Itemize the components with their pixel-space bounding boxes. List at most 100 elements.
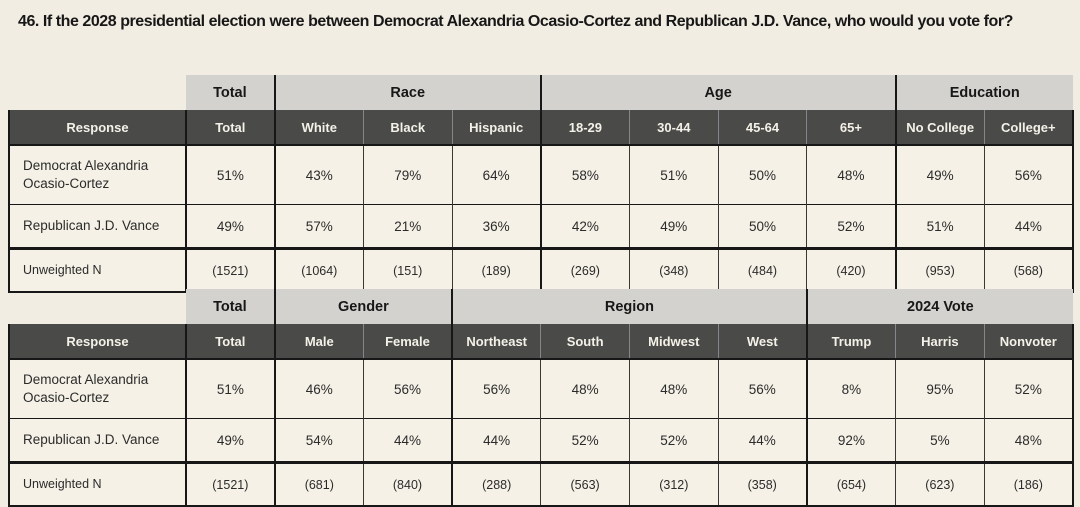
table-row: Republican J.D. Vance 49% 54% 44% 44% 52% 52% 4…: [8, 418, 1074, 463]
column-group-header: Region: [451, 289, 807, 324]
data-cell: 49%: [185, 204, 275, 249]
data-cell: 58%: [539, 144, 630, 205]
column-header: Hispanic: [451, 110, 541, 145]
data-cell: 8%: [805, 358, 896, 419]
column-header: No College: [894, 110, 985, 145]
data-cell: 51%: [628, 144, 719, 205]
column-header: Male: [273, 324, 364, 359]
table-row: Republican J.D. Vance 49% 57% 21% 36% 42% 49% 5…: [8, 204, 1074, 249]
data-cell: 52%: [983, 358, 1074, 419]
data-cell: (420): [806, 247, 896, 293]
data-cell: (568): [983, 247, 1074, 293]
response-column-header: Response: [8, 324, 186, 359]
column-header: Total: [185, 110, 275, 145]
table-row: Unweighted N (1521) (681) (840) (288) (563) (3…: [8, 461, 1074, 507]
row-label: Democrat Alexandria Ocasio-Cortez: [8, 144, 186, 205]
column-header: Black: [362, 110, 453, 145]
column-header: Harris: [895, 324, 985, 359]
crosstab-table-2: Total Gender Region 2024 Vote Response Total M…: [8, 289, 1074, 507]
data-cell: 44%: [983, 204, 1074, 249]
crosstab-table-race-age-education: Total Race Age Education Response Total White B…: [8, 75, 1074, 293]
data-cell: 50%: [717, 204, 807, 249]
data-cell: 48%: [806, 144, 896, 205]
table-row: Unweighted N (1521) (1064) (151) (189) (269) (…: [8, 247, 1074, 293]
data-cell: (358): [717, 461, 807, 507]
column-header: South: [540, 324, 630, 359]
data-cell: 48%: [540, 358, 630, 419]
data-cell: 52%: [806, 204, 896, 249]
data-cell: (151): [362, 247, 453, 293]
data-cell: (484): [717, 247, 807, 293]
column-header: White: [273, 110, 364, 145]
column-group-header: Total: [186, 75, 275, 110]
table-row: Democrat Alexandria Ocasio-Cortez 51% 46% 5…: [8, 358, 1074, 419]
data-cell: 44%: [451, 418, 541, 463]
data-cell: 51%: [894, 204, 985, 249]
data-cell: 42%: [539, 204, 630, 249]
column-group-header: Total: [186, 289, 275, 324]
data-cell: 79%: [362, 144, 453, 205]
data-cell: 92%: [805, 418, 896, 463]
column-header: 65+: [806, 110, 896, 145]
data-cell: 50%: [717, 144, 807, 205]
column-group-header: Age: [539, 75, 896, 110]
data-cell: (563): [540, 461, 630, 507]
data-cell: 48%: [628, 358, 719, 419]
data-cell: (623): [895, 461, 985, 507]
data-cell: 49%: [628, 204, 719, 249]
row-label: Democrat Alexandria Ocasio-Cortez: [8, 358, 186, 419]
column-group-header: Education: [894, 75, 1073, 110]
data-cell: 57%: [273, 204, 364, 249]
column-header: Female: [362, 324, 453, 359]
data-cell: 64%: [451, 144, 541, 205]
data-cell: (186): [983, 461, 1074, 507]
data-cell: 56%: [451, 358, 541, 419]
column-header: 18-29: [539, 110, 630, 145]
data-cell: 52%: [628, 418, 719, 463]
data-cell: (189): [451, 247, 541, 293]
data-cell: (288): [451, 461, 541, 507]
group-header-spacer: [9, 75, 186, 110]
data-cell: 95%: [895, 358, 985, 419]
column-header: College+: [983, 110, 1074, 145]
data-cell: (840): [362, 461, 453, 507]
data-cell: 49%: [894, 144, 985, 205]
data-cell: 51%: [185, 358, 275, 419]
group-header-spacer: [9, 289, 186, 324]
row-label: Republican J.D. Vance: [8, 418, 186, 463]
column-header: Northeast: [451, 324, 541, 359]
column-header: Total: [185, 324, 275, 359]
data-cell: (269): [539, 247, 630, 293]
column-header: West: [717, 324, 807, 359]
data-cell: (1521): [185, 461, 275, 507]
column-header: 30-44: [628, 110, 719, 145]
column-header: 45-64: [717, 110, 807, 145]
table-row: Democrat Alexandria Ocasio-Cortez 51% 43% 7…: [8, 144, 1074, 205]
data-cell: 54%: [273, 418, 364, 463]
data-cell: 43%: [273, 144, 364, 205]
data-cell: 52%: [540, 418, 630, 463]
data-cell: (953): [894, 247, 985, 293]
crosstab-table-1: Total Race Age Education Response Total White B…: [8, 75, 1074, 293]
data-cell: 48%: [983, 418, 1074, 463]
column-group-header: 2024 Vote: [805, 289, 1073, 324]
crosstab-table-gender-region-2024vote: Total Gender Region 2024 Vote Response Total M…: [8, 289, 1074, 507]
row-label: Republican J.D. Vance: [8, 204, 186, 249]
data-cell: 56%: [362, 358, 453, 419]
data-cell: (681): [273, 461, 364, 507]
data-cell: 44%: [717, 418, 807, 463]
data-cell: (1521): [185, 247, 275, 293]
data-cell: (1064): [273, 247, 364, 293]
data-cell: 46%: [273, 358, 364, 419]
question-title: 46. If the 2028 presidential election we…: [18, 13, 1013, 30]
data-cell: (312): [628, 461, 719, 507]
data-cell: 44%: [362, 418, 453, 463]
data-cell: 51%: [185, 144, 275, 205]
data-cell: 56%: [983, 144, 1074, 205]
data-cell: 21%: [362, 204, 453, 249]
column-header: Trump: [805, 324, 896, 359]
row-label: Unweighted N: [8, 247, 186, 293]
response-column-header: Response: [8, 110, 186, 145]
data-cell: 36%: [451, 204, 541, 249]
data-cell: 5%: [895, 418, 985, 463]
